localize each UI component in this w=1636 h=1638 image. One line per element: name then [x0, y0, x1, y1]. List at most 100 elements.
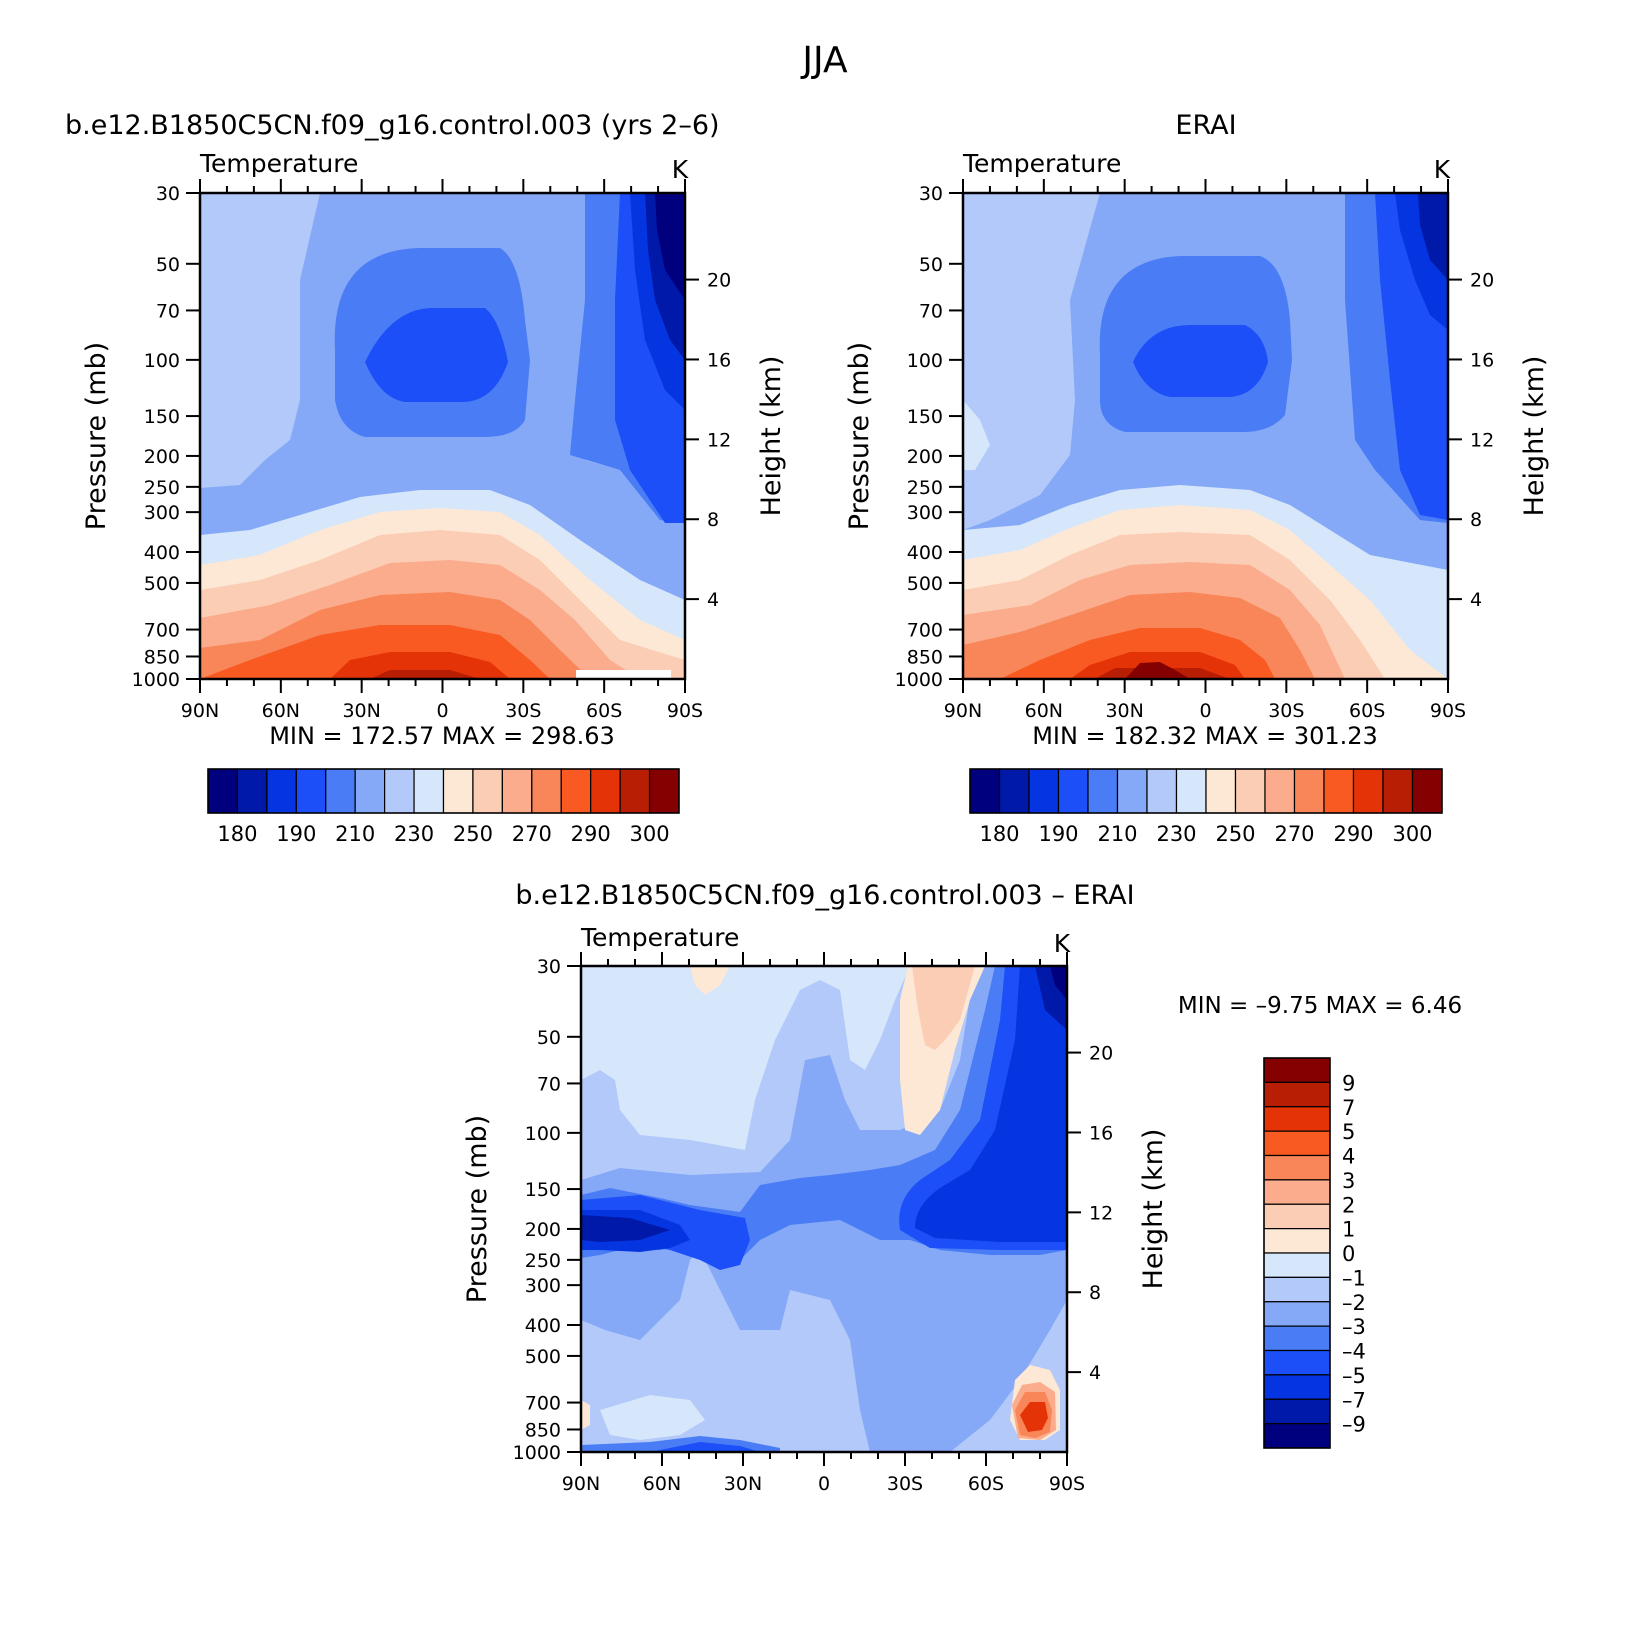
diff-panel-colorbar-label: –2 [1342, 1291, 1366, 1315]
obs-panel-xtick-label: 90S [1430, 700, 1466, 722]
diff-panel-ytick-right-label: 12 [1089, 1202, 1113, 1224]
diff-panel-colorbar-frame [1263, 1057, 1331, 1449]
obs-panel-ytick-label: 70 [919, 300, 943, 322]
diff-band-neg4-low [650, 1442, 760, 1452]
obs-panel-colorbar-box [1293, 768, 1325, 814]
model-stats: MIN = 172.57 MAX = 298.63 [269, 722, 615, 750]
diff-panel-colorbar-box [1263, 1349, 1331, 1376]
obs-panel-ytick-label: 400 [907, 542, 943, 564]
diff-panel-colorbar-label: 2 [1342, 1193, 1355, 1217]
diff-panel-colorbar-box [1263, 1179, 1331, 1205]
model-panel-xtick-label: 30S [505, 700, 541, 722]
model-panel-colorbar-box [442, 768, 474, 814]
obs-panel-ytick-right-label: 8 [1470, 509, 1482, 531]
obs-panel-colorbar-label: 250 [1215, 822, 1255, 846]
obs-panel-colorbar-label: 290 [1333, 822, 1373, 846]
diff-panel-xtick-label: 30N [724, 1473, 762, 1495]
model-panel-ylabel: Pressure (mb) [81, 342, 112, 530]
model-colorbar: 180 190 210 230 250 270 290 300 [207, 768, 680, 846]
diff-panel-ytick-right-label: 16 [1089, 1122, 1113, 1144]
diff-panel-ytick-label: 300 [525, 1275, 561, 1297]
diff-panel-colorbar-box [1263, 1398, 1331, 1425]
obs-band-185-sh [1418, 193, 1448, 280]
obs-panel-ytick-label: 30 [919, 183, 943, 205]
obs-panel-colorbar-label: 300 [1392, 822, 1432, 846]
diff-panel-colorbar-label: 9 [1342, 1071, 1355, 1095]
model-panel: b.e12.B1850C5CN.f09_g16.control.003 (yrs… [65, 110, 787, 846]
model-panel-ytick-label: 1000 [132, 669, 180, 691]
obs-panel-ylabel: Pressure (mb) [844, 342, 875, 530]
model-panel-colorbar-box [207, 768, 239, 814]
model-panel-title: b.e12.B1850C5CN.f09_g16.control.003 (yrs… [65, 110, 720, 141]
model-panel-ytick-right-label: 8 [707, 509, 719, 531]
model-panel-xtick-label: 60N [262, 700, 300, 722]
diff-band-pos-low-nh [581, 1400, 590, 1430]
obs-panel-colorbar-box [1175, 768, 1207, 814]
diff-panel-colorbar-label: 4 [1342, 1145, 1355, 1169]
model-panel-colorbar-box [472, 768, 503, 814]
diff-panel-ylabel-right: Height (km) [1138, 1129, 1169, 1290]
diff-panel-colorbar-box [1263, 1374, 1331, 1400]
model-panel-colorbar-box [295, 768, 327, 814]
diff-panel: b.e12.B1850C5CN.f09_g16.control.003 – ER… [462, 880, 1462, 1495]
diff-panel-colorbar-label: –3 [1342, 1315, 1366, 1339]
model-band-295 [370, 670, 480, 679]
model-panel-colorbar-box [648, 768, 680, 814]
obs-panel-ytick-label: 200 [907, 446, 943, 468]
obs-panel-colorbar-box [1205, 768, 1237, 814]
diff-contour-field [581, 966, 1067, 1452]
diff-panel-ytick-right-label: 8 [1089, 1282, 1101, 1304]
obs-panel-ytick-label: 850 [907, 646, 943, 668]
diff-panel-title: b.e12.B1850C5CN.f09_g16.control.003 – ER… [515, 880, 1134, 911]
obs-panel-ytick-right-label: 16 [1470, 349, 1494, 371]
obs-panel-colorbar-box [1116, 768, 1148, 814]
model-panel-colorbar-box [619, 768, 651, 814]
diff-band-neg7 [581, 1215, 670, 1242]
diff-panel-colorbar-label: –5 [1342, 1364, 1366, 1388]
diff-panel-colorbar-box [1263, 1325, 1331, 1352]
diff-panel-ytick-label: 850 [525, 1419, 561, 1441]
diff-panel-colorbar-box [1263, 1423, 1331, 1449]
obs-panel-ytick-label: 700 [907, 620, 943, 642]
obs-panel-ytick-label: 100 [907, 350, 943, 372]
diff-panel-colorbar-label: 0 [1342, 1242, 1355, 1266]
figure-title: JJA [800, 40, 848, 81]
model-panel-xtick-label: 60S [586, 700, 622, 722]
obs-panel-ylabel-right: Height (km) [1519, 356, 1550, 517]
model-panel-ytick-label: 200 [144, 446, 180, 468]
model-panel-colorbar-label: 210 [335, 822, 375, 846]
obs-band-205-core [1133, 325, 1268, 397]
obs-panel-title: ERAI [1175, 110, 1236, 141]
obs-panel-colorbar-label: 270 [1274, 822, 1314, 846]
obs-contour-field [963, 193, 1448, 679]
model-panel-colorbar-label: 290 [571, 822, 611, 846]
diff-panel-ytick-label: 200 [525, 1219, 561, 1241]
diff-band-neg1-low [600, 1395, 705, 1440]
model-panel-colorbar-label: 190 [276, 822, 316, 846]
model-panel-ylabel-right: Height (km) [756, 356, 787, 517]
obs-panel-ytick-label: 1000 [895, 669, 943, 691]
model-panel-ytick-label: 850 [144, 646, 180, 668]
model-panel-colorbar-box [354, 768, 386, 814]
diff-panel-ytick-right-label: 20 [1089, 1043, 1113, 1065]
obs-panel-colorbar-box [1234, 768, 1266, 814]
diff-panel-ytick-label: 150 [525, 1179, 561, 1201]
diff-panel-xtick-label: 90S [1049, 1473, 1085, 1495]
obs-panel-xtick-label: 60N [1025, 700, 1063, 722]
diff-panel-colorbar-box [1263, 1252, 1331, 1278]
diff-panel-colorbar-box [1263, 1057, 1331, 1083]
diff-panel-ylabel: Pressure (mb) [462, 1115, 493, 1303]
model-panel-colorbar-box [531, 768, 562, 814]
diff-panel-colorbar-box [1263, 1106, 1331, 1132]
obs-axes: 3050701001502002503004005007008501000481… [844, 179, 1550, 722]
obs-panel-colorbar-label: 210 [1097, 822, 1137, 846]
model-panel-ytick-right-label: 20 [707, 270, 731, 292]
obs-panel-ytick-label: 250 [907, 477, 943, 499]
diff-panel-xtick-label: 60N [643, 1473, 681, 1495]
diff-panel-colorbar-box [1263, 1154, 1331, 1181]
diff-band-pos2 [912, 966, 975, 1050]
model-missing-data [576, 670, 671, 679]
model-panel-colorbar-box [236, 768, 268, 814]
model-panel-ytick-label: 400 [144, 542, 180, 564]
model-panel-ytick-label: 300 [144, 502, 180, 524]
